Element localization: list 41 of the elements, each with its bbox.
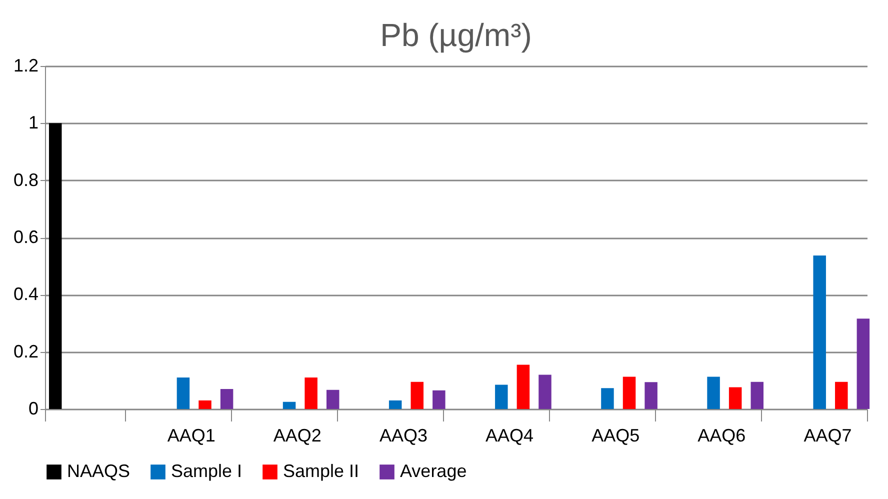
bar	[410, 382, 424, 409]
legend-label: Average	[400, 461, 467, 481]
bar	[856, 318, 870, 409]
bar	[750, 382, 764, 409]
x-tick-label: AAQ3	[379, 426, 428, 446]
bar	[326, 390, 340, 409]
x-tick-label: AAQ7	[804, 426, 852, 446]
x-tick-label: AAQ1	[167, 426, 216, 446]
y-tick-label: 0	[28, 398, 38, 418]
bar	[388, 400, 402, 409]
bar	[813, 256, 826, 409]
y-tick-label: 1.2	[13, 56, 38, 76]
bar	[198, 400, 212, 409]
bar	[282, 402, 296, 409]
y-tick-label: 0.8	[13, 170, 38, 190]
bar	[432, 390, 446, 409]
legend-label: Sample II	[283, 461, 360, 481]
bar	[601, 388, 614, 409]
legend-label: Sample I	[171, 461, 242, 481]
bar	[728, 387, 742, 409]
x-tick-label: AAQ5	[592, 426, 640, 446]
bar	[495, 384, 508, 409]
bar	[835, 382, 848, 409]
bar	[644, 382, 658, 409]
bar	[622, 376, 636, 409]
x-tick-label: AAQ6	[698, 426, 746, 446]
y-tick-label: 0.4	[13, 284, 38, 304]
y-tick-label: 0.6	[13, 227, 38, 247]
y-tick-label: 1	[28, 112, 38, 133]
chart-title: Pb (µg/m³)	[380, 17, 532, 53]
bar	[304, 378, 318, 409]
x-tick-label: AAQ2	[273, 426, 322, 446]
bar	[538, 374, 552, 409]
y-tick-label: 0.2	[13, 341, 38, 362]
bar	[516, 364, 530, 409]
bar	[176, 378, 190, 409]
bar	[220, 388, 234, 409]
x-tick-label: AAQ4	[486, 426, 534, 446]
bar	[48, 123, 62, 409]
legend-label: NAAQS	[67, 461, 130, 481]
bar	[707, 376, 720, 409]
